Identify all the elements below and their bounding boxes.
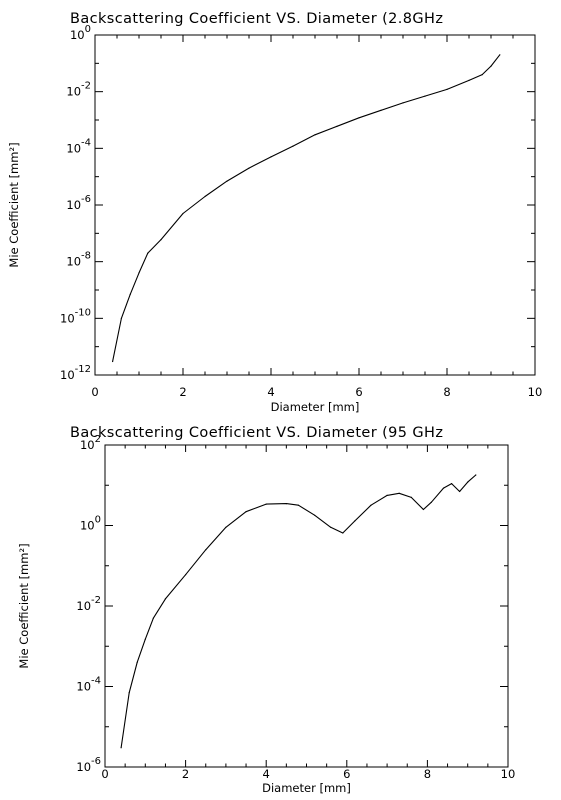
- data-point: [160, 239, 162, 241]
- data-point: [481, 74, 483, 76]
- x-tick-label: 6: [355, 385, 362, 399]
- data-point: [248, 167, 250, 169]
- data-point: [442, 487, 445, 489]
- data-point: [358, 117, 360, 119]
- x-tick-label: 8: [443, 385, 450, 399]
- x-axis-label: Diameter [mm]: [271, 400, 360, 414]
- data-point: [380, 109, 382, 111]
- y-tick-label: 10-2: [66, 81, 91, 99]
- data-point: [292, 145, 294, 147]
- data-point: [152, 617, 154, 619]
- data-point: [147, 252, 149, 254]
- chart-2: Backscattering Coefficient VS. Diameter …: [17, 425, 515, 795]
- data-point: [164, 598, 166, 600]
- data-point: [446, 88, 448, 90]
- data-point: [112, 360, 114, 363]
- x-tick-label: 10: [501, 767, 516, 781]
- data-point: [270, 156, 272, 158]
- data-point: [120, 317, 122, 319]
- x-tick-label: 0: [101, 767, 108, 781]
- data-point: [128, 692, 130, 694]
- data-point: [410, 496, 412, 498]
- data-point: [402, 102, 404, 104]
- y-axis-label: Mie Coefficient [mm²]: [7, 142, 21, 267]
- data-point: [136, 661, 138, 663]
- data-point: [398, 492, 400, 494]
- chart-title: Backscattering Coefficient VS. Diameter …: [70, 425, 443, 441]
- y-tick-label: 10-8: [66, 251, 91, 269]
- series-line: [112, 54, 501, 362]
- data-point: [245, 511, 247, 513]
- y-tick-label: 10-12: [60, 364, 91, 382]
- data-point: [225, 526, 227, 528]
- data-point: [226, 180, 228, 182]
- data-point: [336, 125, 338, 127]
- chart-1: Backscattering Coefficient VS. Diameter …: [7, 11, 542, 414]
- data-point: [182, 212, 184, 215]
- x-axis-label: Diameter [mm]: [262, 781, 351, 795]
- data-point: [144, 638, 146, 640]
- x-tick-label: 0: [91, 385, 98, 399]
- data-point: [342, 532, 344, 534]
- y-tick-label: 10-4: [66, 137, 91, 155]
- data-point: [265, 503, 267, 505]
- data-point: [120, 747, 122, 749]
- data-point: [386, 494, 388, 496]
- data-point: [354, 520, 356, 522]
- plot-frame: [94, 34, 536, 376]
- data-point: [204, 195, 206, 198]
- data-point: [424, 95, 426, 97]
- y-tick-label: 100: [70, 24, 91, 42]
- y-tick-label: 10-6: [76, 756, 101, 774]
- x-tick-label: 2: [179, 385, 186, 399]
- y-tick-label: 10-2: [76, 595, 101, 613]
- x-tick-label: 4: [263, 767, 270, 781]
- data-point: [499, 54, 501, 56]
- data-point: [370, 504, 372, 506]
- x-tick-label: 10: [528, 385, 543, 399]
- data-point: [138, 272, 140, 274]
- data-point: [297, 504, 299, 506]
- data-point: [314, 134, 316, 136]
- data-point: [330, 526, 332, 528]
- data-point: [205, 549, 207, 551]
- x-tick-label: 2: [182, 767, 189, 781]
- y-tick-label: 10-6: [66, 194, 91, 212]
- y-tick-label: 100: [80, 515, 101, 533]
- chart-title: Backscattering Coefficient VS. Diameter …: [70, 11, 443, 27]
- data-point: [314, 514, 316, 516]
- y-axis-label: Mie Coefficient [mm²]: [17, 543, 31, 668]
- data-point: [129, 293, 131, 295]
- data-point: [459, 490, 461, 493]
- data-point: [451, 483, 453, 485]
- data-point: [422, 508, 424, 511]
- data-point: [285, 503, 287, 505]
- series-line: [120, 474, 477, 748]
- x-tick-label: 4: [267, 385, 274, 399]
- y-tick-label: 10-4: [76, 676, 101, 694]
- data-point: [430, 501, 432, 503]
- x-tick-label: 8: [424, 767, 431, 781]
- y-tick-label: 10-10: [60, 307, 91, 325]
- data-point: [468, 79, 470, 81]
- data-point: [467, 481, 469, 483]
- data-point: [185, 574, 187, 576]
- x-tick-label: 6: [343, 767, 350, 781]
- plot-frame: [104, 444, 509, 768]
- y-tick-label: 102: [80, 434, 101, 452]
- data-point: [490, 65, 492, 67]
- data-point: [475, 474, 477, 476]
